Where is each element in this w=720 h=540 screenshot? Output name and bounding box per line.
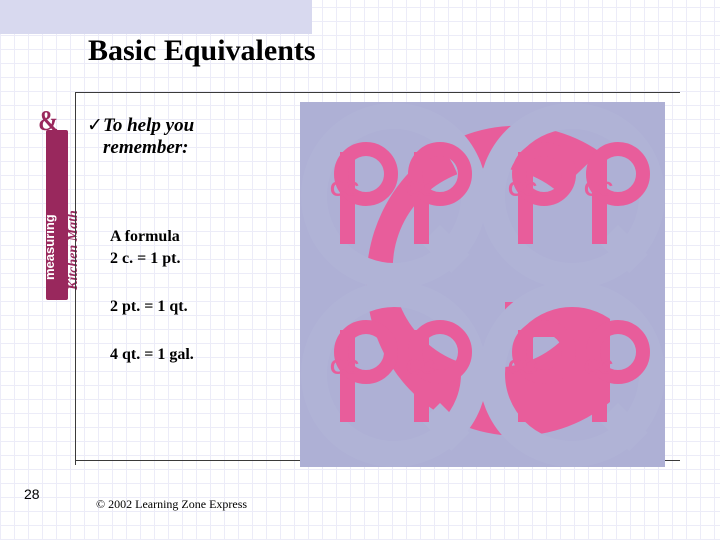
- formula-3: 4 qt. = 1 gal.: [110, 346, 194, 364]
- copyright-text: © 2002 Learning Zone Express: [96, 497, 247, 512]
- gallon-svg: [300, 102, 665, 467]
- formula-1: 2 c. = 1 pt.: [110, 250, 180, 268]
- cup-cc-label: CC: [584, 356, 612, 380]
- logo-measuring-text: measuring: [42, 214, 57, 280]
- logo-ampersand: &: [38, 104, 58, 138]
- logo-kitchen-math-text: Kitchen Math: [66, 210, 82, 290]
- checkpoint-line1: To help you: [103, 115, 194, 136]
- formula-2: 2 pt. = 1 qt.: [110, 298, 188, 316]
- checkpoint-line2: remember:: [103, 137, 188, 158]
- cup-cc-label: CC: [330, 178, 358, 202]
- cup-cc-label: CC: [330, 356, 358, 380]
- page-title: Basic Equivalents: [88, 34, 316, 68]
- horizontal-rule-top: [75, 92, 680, 93]
- check-icon: ✓: [87, 114, 103, 137]
- cup-cc-label: CC: [406, 356, 434, 380]
- top-band: [0, 0, 312, 34]
- checkpoint-bullet: ✓ To help you remember:: [103, 115, 194, 159]
- cup-cc-label: CC: [406, 178, 434, 202]
- page-number: 28: [24, 486, 40, 502]
- cup-cc-label: CC: [584, 178, 612, 202]
- cup-cc-label: CC: [508, 356, 536, 380]
- vertical-rule: [75, 92, 76, 465]
- formula-intro: A formula: [110, 228, 180, 246]
- cup-cc-label: CC: [508, 178, 536, 202]
- kitchen-math-logo: & measuring Kitchen Math: [36, 100, 72, 300]
- gallon-diagram: CC CC CC CC CC CC CC CC: [300, 102, 665, 467]
